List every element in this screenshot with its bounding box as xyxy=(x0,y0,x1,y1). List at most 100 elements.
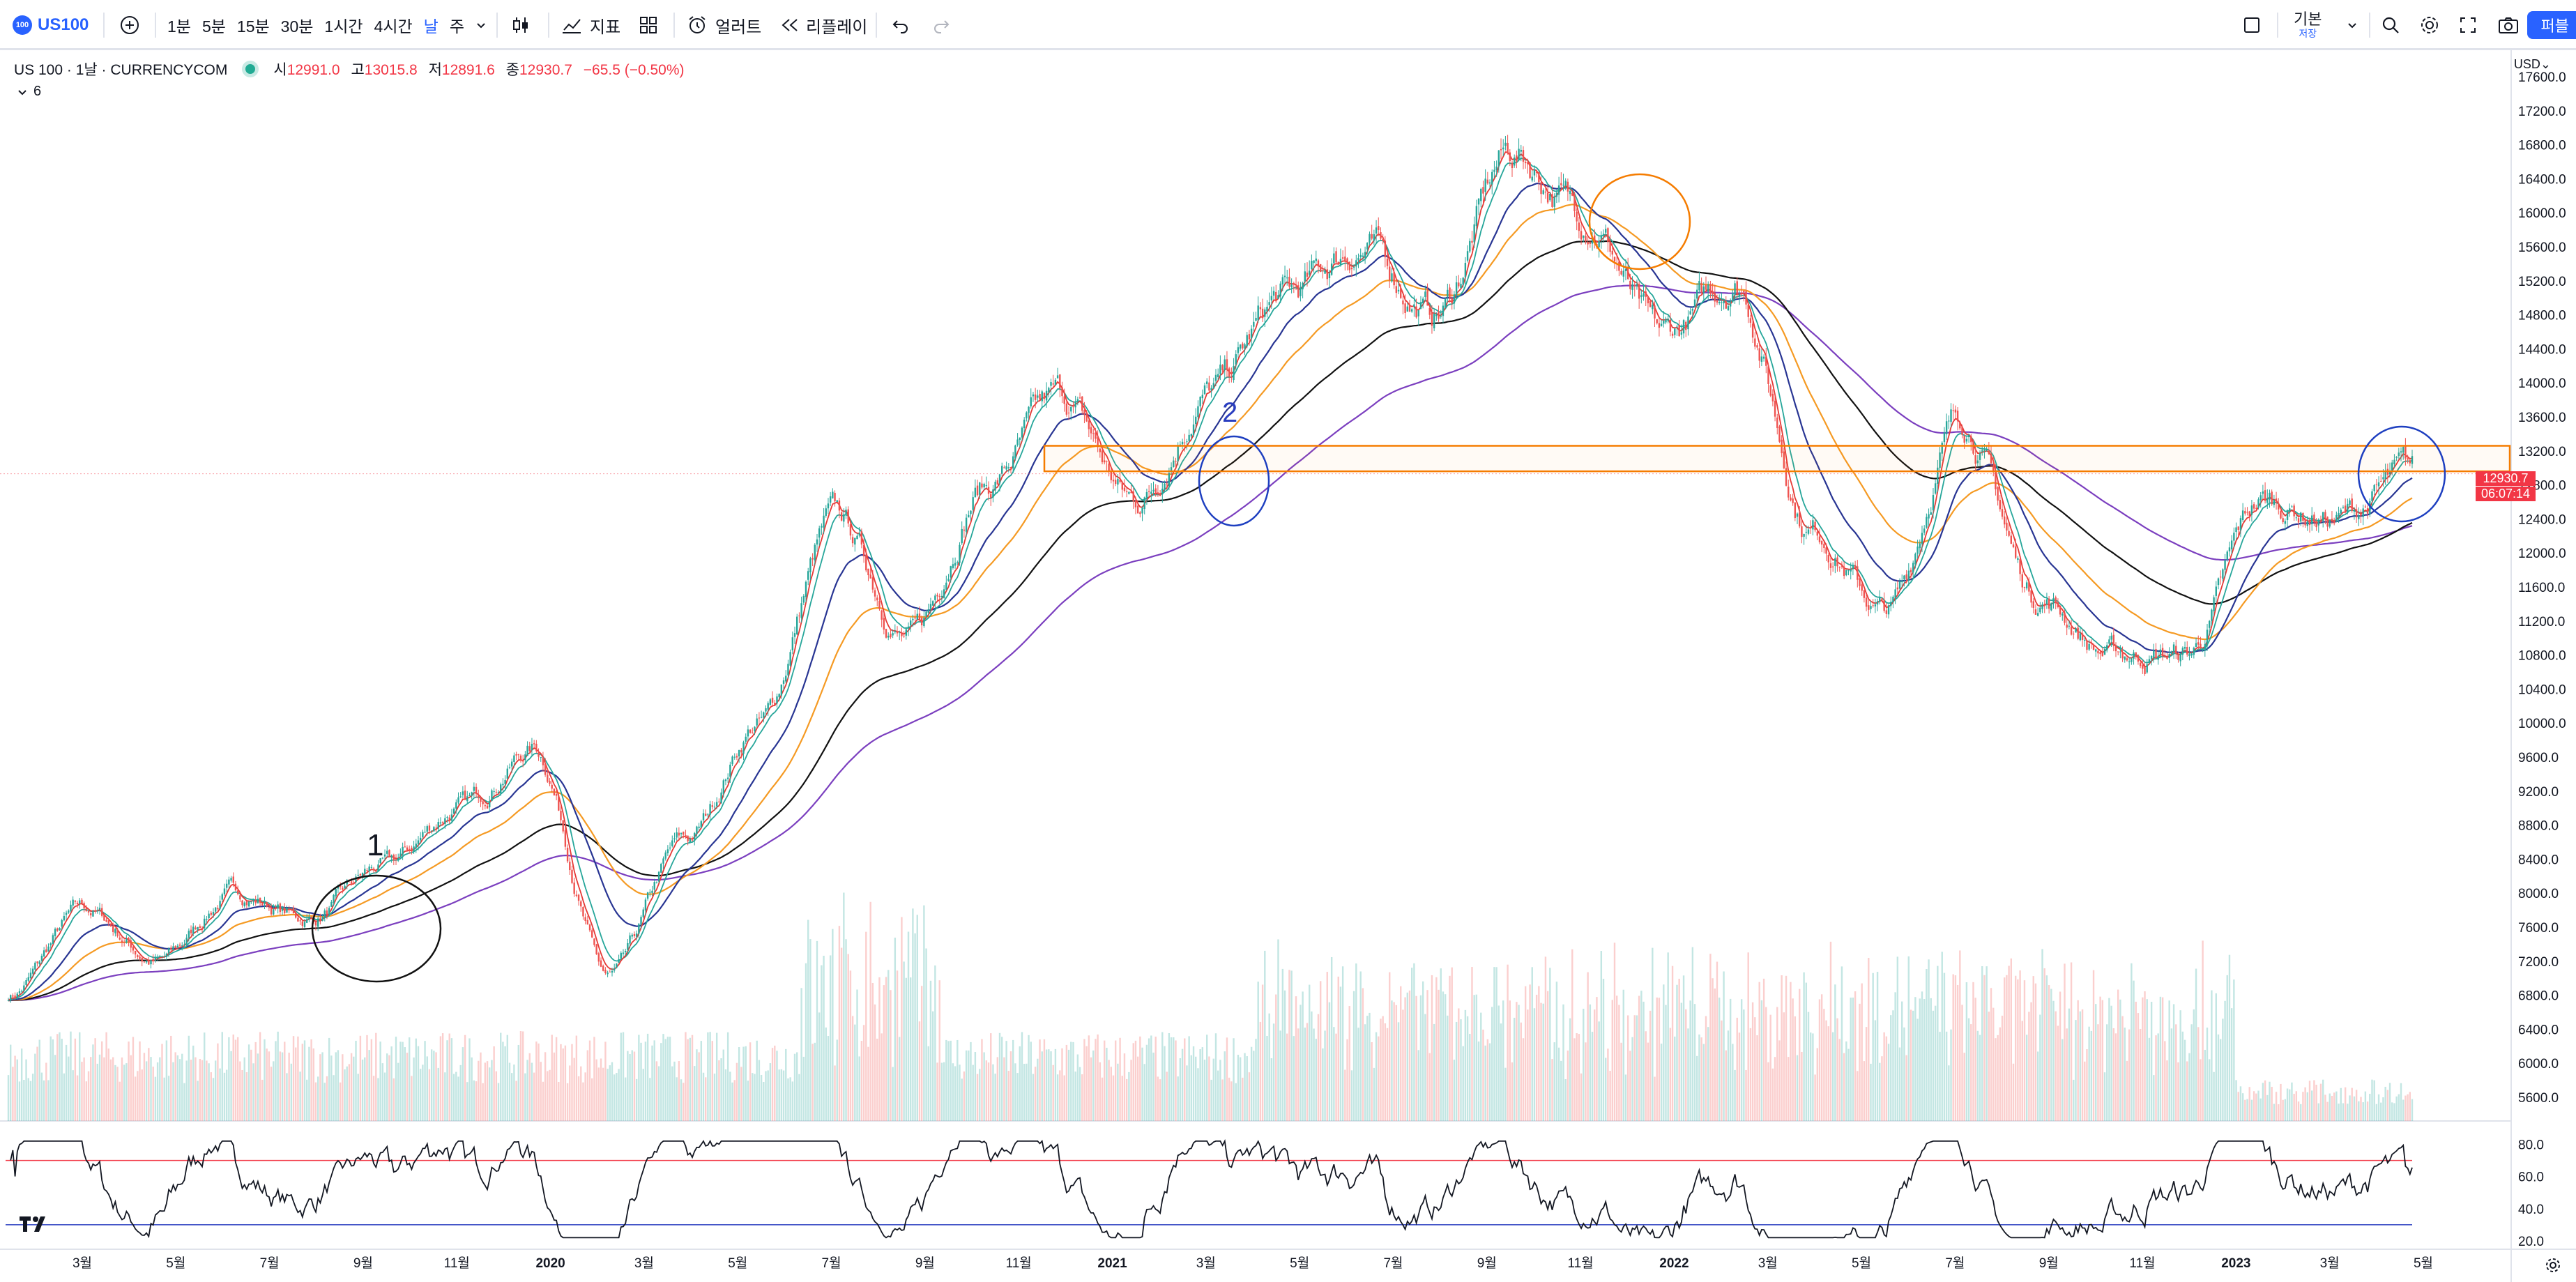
volume-bar xyxy=(1879,1062,1881,1121)
volume-bar xyxy=(508,1062,511,1121)
candle-body xyxy=(1578,222,1580,231)
volume-bar xyxy=(408,1037,411,1121)
candle-body xyxy=(2324,512,2326,518)
volume-bar xyxy=(540,1062,542,1121)
volume-bar xyxy=(1453,1060,1456,1121)
interval-1w[interactable]: 주 xyxy=(449,17,464,36)
volume-bar xyxy=(7,1075,10,1121)
candle-body xyxy=(1134,501,1137,508)
annotation-label-2[interactable]: 2 xyxy=(1222,397,1238,428)
undo-button[interactable] xyxy=(891,0,910,50)
layout-menu-button[interactable] xyxy=(2344,0,2361,50)
annotation-ellipse-1 xyxy=(311,874,442,983)
candle-body xyxy=(1689,311,1691,315)
volume-bar xyxy=(415,1038,417,1121)
volume-bar xyxy=(947,1041,950,1121)
candle-body xyxy=(940,595,943,597)
volume-bar xyxy=(683,1083,685,1121)
candle-body xyxy=(733,756,736,758)
candle-body xyxy=(611,970,613,973)
candle-body xyxy=(664,852,666,859)
volume-bar xyxy=(635,1078,638,1121)
candle-body xyxy=(1760,356,1763,363)
volume-bar xyxy=(1259,1021,1262,1121)
interval-1h[interactable]: 1시간 xyxy=(324,17,363,36)
candle-body xyxy=(1932,495,1935,510)
volume-bar xyxy=(480,1052,482,1121)
candle-body xyxy=(696,826,698,834)
candle-body xyxy=(1319,264,1322,272)
interval-30m[interactable]: 30분 xyxy=(280,17,314,36)
snapshot-button[interactable] xyxy=(2497,0,2520,50)
candle-body xyxy=(1076,399,1079,402)
candle-body xyxy=(2364,506,2367,508)
compare-symbol-button[interactable] xyxy=(119,0,141,50)
candle-body xyxy=(640,917,642,925)
volume-bar xyxy=(1104,1040,1106,1121)
indicators-button[interactable]: 지표 xyxy=(561,0,620,50)
volume-bar xyxy=(1714,988,1716,1121)
candle-body xyxy=(722,780,724,794)
candle-body xyxy=(597,953,600,962)
templates-button[interactable] xyxy=(639,0,658,50)
layout-square-button[interactable] xyxy=(2242,0,2262,50)
search-button[interactable] xyxy=(2380,0,2401,50)
volume-bar xyxy=(1261,984,1264,1121)
candle-body xyxy=(139,956,141,959)
interval-1d[interactable]: 날 xyxy=(423,17,439,36)
indicators-collapse-toggle[interactable]: 6 xyxy=(17,84,41,100)
candle-body xyxy=(2393,459,2395,464)
candle-body xyxy=(673,838,676,840)
price-chart[interactable]: 17600.017200.016800.016400.016000.015600… xyxy=(0,50,2576,1282)
alert-button[interactable]: 얼러트 xyxy=(686,0,761,50)
symbol-title[interactable]: US 100 · 1날 · CURRENCYCOM xyxy=(14,62,228,78)
volume-bar xyxy=(517,1044,519,1121)
layout-name-button[interactable]: 기본 저장 xyxy=(2294,0,2322,50)
candle-body xyxy=(805,581,807,597)
volume-bar xyxy=(1072,1041,1074,1121)
volume-bar xyxy=(851,1016,854,1121)
chevron-down-icon[interactable] xyxy=(473,17,489,33)
candle-body xyxy=(620,952,622,959)
candle-body xyxy=(538,751,540,757)
candle-body xyxy=(404,846,406,848)
candle-body xyxy=(936,595,938,597)
symbol-search-button[interactable]: 100 US100 xyxy=(13,0,89,50)
interval-4h[interactable]: 4시간 xyxy=(374,17,413,36)
settings-button[interactable] xyxy=(2419,0,2440,50)
volume-bar xyxy=(154,1076,157,1121)
candle-body xyxy=(2241,510,2244,521)
tradingview-logo[interactable] xyxy=(18,1213,52,1237)
volume-bar xyxy=(1868,958,1870,1121)
fullscreen-button[interactable] xyxy=(2458,0,2478,50)
volume-bar xyxy=(2224,1000,2226,1121)
candle-body xyxy=(1337,261,1339,265)
gear-icon[interactable] xyxy=(2544,1256,2562,1278)
candle-body xyxy=(836,500,838,503)
candle-body xyxy=(1092,433,1095,434)
replay-button[interactable]: 리플레이 xyxy=(779,0,867,50)
currency-selector[interactable]: USD⌄ xyxy=(2513,57,2551,71)
candle-body xyxy=(2023,587,2026,588)
candle-body xyxy=(1328,273,1331,279)
candle-body xyxy=(767,703,769,710)
chart-type-button[interactable] xyxy=(510,0,531,50)
annotation-label-1[interactable]: 1 xyxy=(367,828,384,862)
volume-bar xyxy=(1355,963,1357,1121)
volume-bar xyxy=(1402,1009,1404,1121)
interval-1m[interactable]: 1분 xyxy=(167,17,191,36)
publish-button[interactable]: 퍼블 xyxy=(2527,11,2576,39)
ma-blue-line xyxy=(8,182,2413,1002)
volume-bar xyxy=(593,1037,595,1121)
add-circle-icon xyxy=(121,16,139,34)
candle-body xyxy=(109,923,112,926)
redo-button[interactable] xyxy=(931,0,951,50)
candle-body xyxy=(2155,649,2157,659)
candle-body xyxy=(2014,546,2017,558)
interval-15m[interactable]: 15분 xyxy=(236,17,270,36)
volume-bar xyxy=(2333,1092,2335,1121)
interval-5m[interactable]: 5분 xyxy=(201,17,226,36)
volume-bar xyxy=(459,1064,462,1121)
candle-body xyxy=(1404,303,1406,313)
candle-body xyxy=(426,826,428,832)
